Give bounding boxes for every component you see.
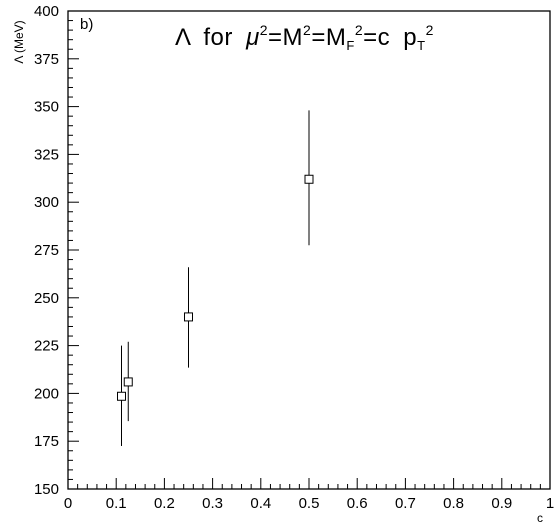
- title-lambda: Λ: [175, 24, 191, 51]
- data-point: [123, 377, 133, 387]
- data-points: [117, 110, 314, 446]
- y-tick-label: 150: [34, 481, 59, 498]
- title-p-sup: 2: [426, 22, 434, 38]
- x-tick-label: 0.6: [347, 495, 368, 512]
- title-m: M: [283, 24, 304, 51]
- x-tick-label: 0.9: [491, 495, 512, 512]
- data-point: [184, 312, 193, 322]
- x-tick-label: 0.4: [250, 495, 271, 512]
- y-tick-label: 375: [34, 51, 59, 68]
- x-tick-label: 0.3: [202, 495, 223, 512]
- y-tick-label: 250: [34, 290, 59, 307]
- y-tick-label: 200: [34, 385, 59, 402]
- title-eq-2: =: [311, 24, 326, 51]
- axis-tick-labels: 0 0.1 0.2 0.3 0.4 0.5 0.6 0.7 0.8 0.9 115017520022…: [34, 3, 554, 512]
- y-tick-label: 325: [34, 146, 59, 163]
- y-tick-label: 225: [34, 338, 59, 355]
- chart-title: Λ for μ2=M2=MF2=c pT2: [175, 22, 434, 53]
- plot-frame: [67, 10, 551, 490]
- y-tick-label: 300: [34, 194, 59, 211]
- x-tick-label: 0.2: [154, 495, 175, 512]
- title-mu-sup: 2: [260, 22, 268, 38]
- title-p-sub: T: [417, 38, 425, 53]
- title-mf-sub: F: [346, 38, 354, 53]
- y-tick-label: 400: [34, 3, 59, 20]
- axis-ticks: [67, 10, 551, 490]
- x-tick-label: 0: [64, 495, 72, 512]
- title-eq-1: =: [268, 24, 283, 51]
- title-for: for: [203, 24, 233, 51]
- title-p: p: [403, 24, 417, 51]
- title-m-sup: 2: [303, 22, 311, 38]
- title-mf-sup: 2: [355, 22, 363, 38]
- data-point: [304, 174, 314, 184]
- y-tick-label: 175: [34, 433, 59, 450]
- x-tick-label: 1: [546, 495, 554, 512]
- title-mu: μ: [245, 24, 260, 51]
- title-c: c: [378, 24, 391, 51]
- panel-label: b): [80, 16, 93, 33]
- title-eq-3: =: [363, 24, 378, 51]
- y-tick-label: 350: [34, 99, 59, 116]
- data-point: [117, 391, 127, 401]
- x-tick-label: 0.1: [106, 495, 127, 512]
- title-mf: M: [326, 24, 347, 51]
- x-tick-label: 0.7: [395, 495, 416, 512]
- x-tick-label: 0.5: [299, 495, 320, 512]
- y-axis-label: Λ (MeV): [12, 20, 26, 63]
- y-tick-label: 275: [34, 242, 59, 259]
- x-tick-label: 0.8: [443, 495, 464, 512]
- x-axis-label: c: [537, 511, 543, 525]
